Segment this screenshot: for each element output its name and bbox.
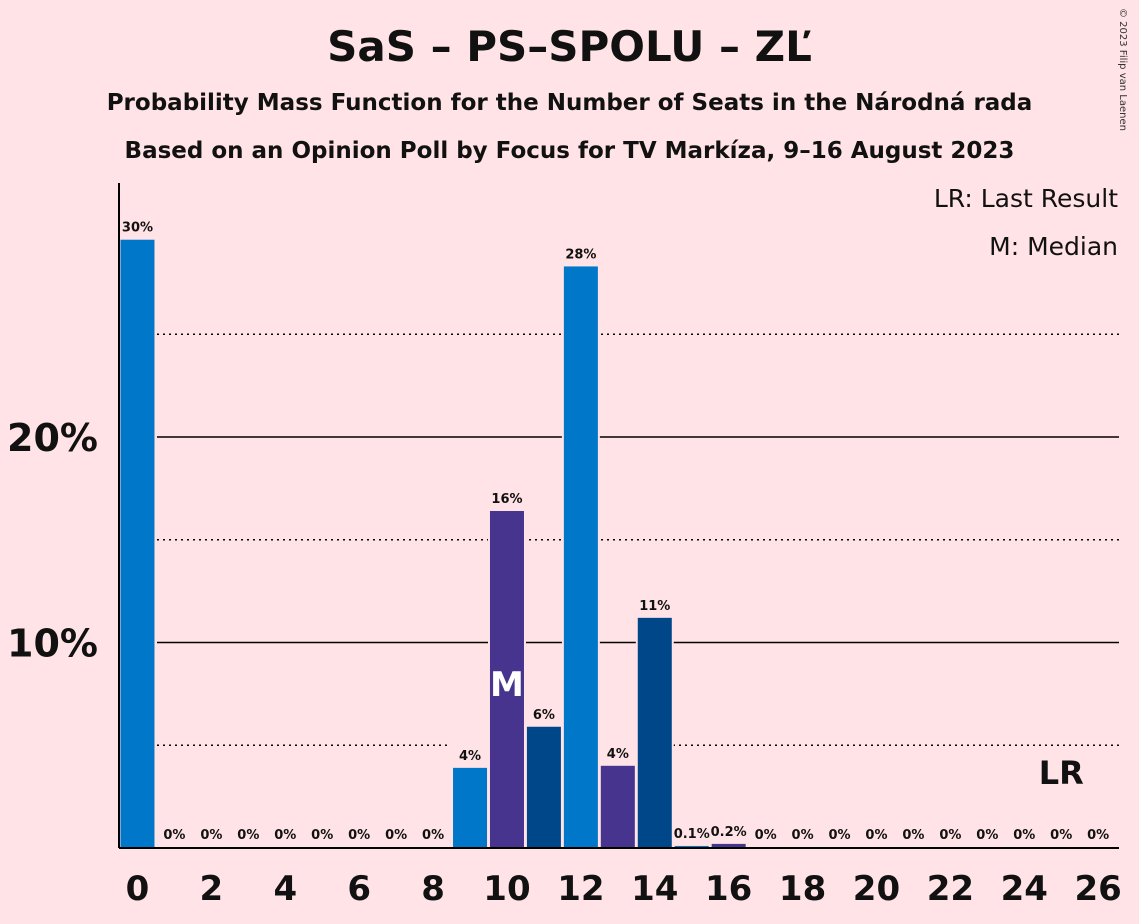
bar-value-label: 0% (1087, 828, 1109, 843)
bar-value-label: 0% (1050, 828, 1072, 843)
chart-subtitle-poll: Based on an Opinion Poll by Focus for TV… (124, 138, 1015, 164)
bar-value-label: 0% (939, 828, 961, 843)
bar-value-label: 0% (792, 828, 814, 843)
bar-value-label: 0% (902, 828, 924, 843)
legend-median: M: Median (989, 232, 1118, 261)
x-tick-label: 22 (927, 869, 974, 909)
chart-subtitle: Probability Mass Function for the Number… (106, 90, 1033, 116)
x-tick-label: 0 (126, 869, 150, 909)
x-tick-label: 26 (1075, 869, 1122, 909)
bar-value-label: 0% (422, 828, 444, 843)
chart-title: SaS – PS–SPOLU – ZĽ (327, 22, 812, 71)
bar-knockout (709, 817, 748, 848)
bar-value-label: 0.2% (711, 825, 747, 840)
bar (674, 845, 709, 848)
bar-value-label: 0% (311, 828, 333, 843)
y-tick-label: 20% (7, 416, 98, 460)
bar (120, 239, 155, 849)
bar-value-label: 0% (385, 828, 407, 843)
bar-value-label: 4% (607, 747, 629, 762)
x-tick-label: 10 (483, 869, 530, 909)
bar-value-label: 30% (122, 221, 153, 236)
median-marker: M (490, 665, 524, 705)
bar (711, 843, 746, 848)
bar-value-label: 0% (976, 828, 998, 843)
x-tick-label: 12 (557, 869, 604, 909)
bar-value-label: 28% (565, 247, 596, 262)
bar-value-label: 0% (1013, 828, 1035, 843)
bar (600, 765, 635, 848)
x-tick-label: 18 (779, 869, 826, 909)
bar-value-label: 11% (639, 599, 670, 614)
bar-value-label: 0% (274, 828, 296, 843)
bar-value-label: 0% (865, 828, 887, 843)
bar-value-label: 0% (755, 828, 777, 843)
x-tick-label: 14 (631, 869, 678, 909)
bar-value-label: 6% (533, 708, 555, 723)
bar-value-label: 4% (459, 749, 481, 764)
bar-value-label: 0% (348, 828, 370, 843)
legend-last-result: LR: Last Result (933, 184, 1118, 213)
x-tick-label: 20 (853, 869, 900, 909)
x-tick-label: 6 (347, 869, 371, 909)
bar (489, 510, 524, 848)
bar-value-label: 0.1% (674, 827, 710, 842)
bar-value-label: 16% (491, 492, 522, 507)
y-tick-label: 10% (7, 622, 98, 666)
x-tick-label: 16 (705, 869, 752, 909)
bar (637, 617, 672, 848)
bar (453, 767, 488, 848)
bar (563, 266, 598, 848)
bar-value-label: 0% (163, 828, 185, 843)
bar-value-label: 0% (828, 828, 850, 843)
bar-value-label: 0% (237, 828, 259, 843)
bar-value-label: 0% (200, 828, 222, 843)
bar (526, 726, 561, 848)
x-tick-label: 2 (200, 869, 224, 909)
bar-knockout (672, 819, 711, 848)
last-result-marker: LR (1039, 754, 1084, 792)
x-tick-label: 24 (1001, 869, 1048, 909)
x-tick-label: 4 (273, 869, 297, 909)
x-tick-label: 8 (421, 869, 445, 909)
